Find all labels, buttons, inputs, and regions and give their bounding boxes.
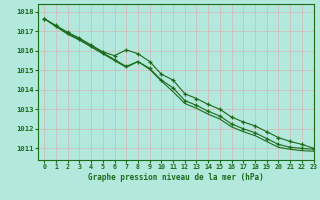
X-axis label: Graphe pression niveau de la mer (hPa): Graphe pression niveau de la mer (hPa) — [88, 173, 264, 182]
